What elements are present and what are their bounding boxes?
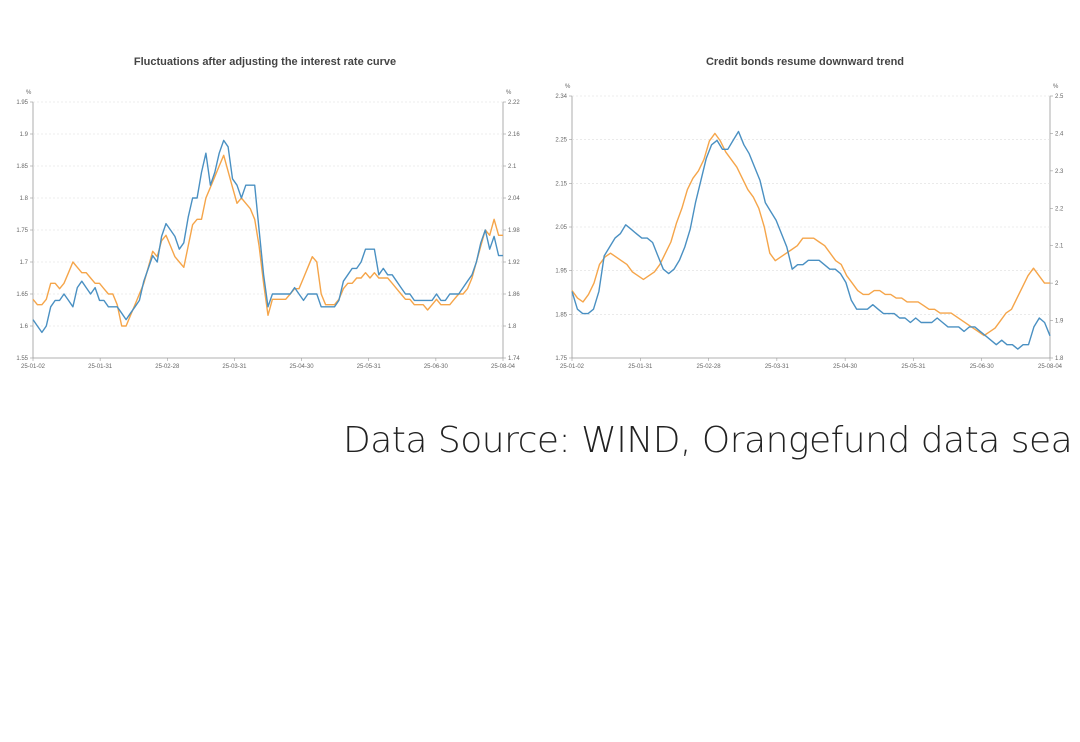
y-right-tick-label: 2.22 xyxy=(508,100,520,106)
x-tick-label: 25-04-30 xyxy=(833,364,858,370)
x-tick-label: 25-03-31 xyxy=(222,364,247,370)
y-right-tick-label: 2.04 xyxy=(508,196,520,202)
x-tick-label: 25-03-31 xyxy=(765,364,790,370)
y-right-tick-label: 2.2 xyxy=(1055,206,1064,212)
y-left-tick-label: 1.65 xyxy=(16,292,28,298)
series-line-right xyxy=(571,132,1050,337)
x-tick-label: 25-01-31 xyxy=(88,364,113,370)
series-line-left xyxy=(32,139,503,334)
y-left-tick-label: 2.34 xyxy=(555,94,567,100)
series-line-left xyxy=(571,130,1051,350)
series-line-right xyxy=(32,154,503,327)
unit-label-left: % xyxy=(26,90,32,96)
x-tick-label: 25-04-30 xyxy=(290,364,315,370)
x-tick-label: 25-06-30 xyxy=(970,364,995,370)
x-tick-label: 25-01-02 xyxy=(21,364,46,370)
y-left-tick-label: 1.75 xyxy=(16,228,28,234)
y-left-tick-label: 1.95 xyxy=(555,269,567,275)
y-right-tick-label: 2.4 xyxy=(1055,131,1064,137)
y-left-tick-label: 1.8 xyxy=(20,196,29,202)
y-right-tick-label: 2.1 xyxy=(508,164,517,170)
y-left-tick-label: 1.55 xyxy=(16,356,28,362)
y-right-tick-label: 1.8 xyxy=(1055,356,1064,362)
y-right-tick-label: 2 xyxy=(1055,281,1059,287)
y-left-tick-label: 1.95 xyxy=(16,100,28,106)
x-tick-label: 25-05-31 xyxy=(901,364,926,370)
x-tick-label: 25-01-31 xyxy=(628,364,653,370)
unit-label-right: % xyxy=(506,90,512,96)
y-right-tick-label: 1.92 xyxy=(508,260,520,266)
data-source-caption: Data Source: WIND, Orangefund data sea xyxy=(343,420,1073,461)
y-right-tick-label: 1.8 xyxy=(508,324,517,330)
y-right-tick-label: 2.1 xyxy=(1055,244,1064,250)
x-tick-label: 25-02-28 xyxy=(155,364,180,370)
x-tick-label: 25-01-02 xyxy=(560,364,585,370)
y-right-tick-label: 2.5 xyxy=(1055,94,1064,100)
chart-interest-rate-curve: Fluctuations after adjusting the interes… xyxy=(0,40,530,390)
y-right-tick-label: 1.98 xyxy=(508,228,520,234)
unit-label-left: % xyxy=(565,84,571,90)
y-left-tick-label: 1.7 xyxy=(20,260,29,266)
y-left-tick-label: 2.25 xyxy=(555,138,567,144)
y-right-tick-label: 1.9 xyxy=(1055,319,1064,325)
y-right-tick-label: 1.74 xyxy=(508,356,520,362)
y-left-tick-label: 1.75 xyxy=(555,356,567,362)
y-left-tick-label: 2.15 xyxy=(555,181,567,187)
unit-label-right: % xyxy=(1053,84,1059,90)
y-right-tick-label: 2.3 xyxy=(1055,169,1064,175)
chart-svg: % % 1.75 1.85 1.95 2.05 2.15 2.25 2.34 1.8 1.9 2 2.1… xyxy=(555,84,1064,370)
x-tick-label: 25-05-31 xyxy=(357,364,382,370)
y-left-tick-label: 2.05 xyxy=(555,225,567,231)
chart-svg: % % 1.55 1.6 1.65 1.7 1.75 1.8 1.85 1.9 1.95 1.74 1.… xyxy=(16,90,520,370)
chart-credit-bonds: Credit bonds resume downward trend %% 1.7… xyxy=(540,40,1070,390)
y-left-tick-label: 1.85 xyxy=(16,164,28,170)
x-tick-label: 25-02-28 xyxy=(697,364,722,370)
x-tick-label: 25-08-04 xyxy=(1038,364,1063,370)
y-right-tick-label: 1.86 xyxy=(508,292,520,298)
chart-title: Fluctuations after adjusting the interes… xyxy=(133,56,397,68)
y-left-tick-label: 1.85 xyxy=(555,312,567,318)
y-left-tick-label: 1.6 xyxy=(20,324,29,330)
y-left-tick-label: 1.9 xyxy=(20,132,29,138)
x-tick-label: 25-06-30 xyxy=(424,364,449,370)
x-tick-label: 25-08-04 xyxy=(491,364,516,370)
y-right-tick-label: 2.16 xyxy=(508,132,520,138)
chart-title: Credit bonds resume downward trend xyxy=(705,56,905,68)
